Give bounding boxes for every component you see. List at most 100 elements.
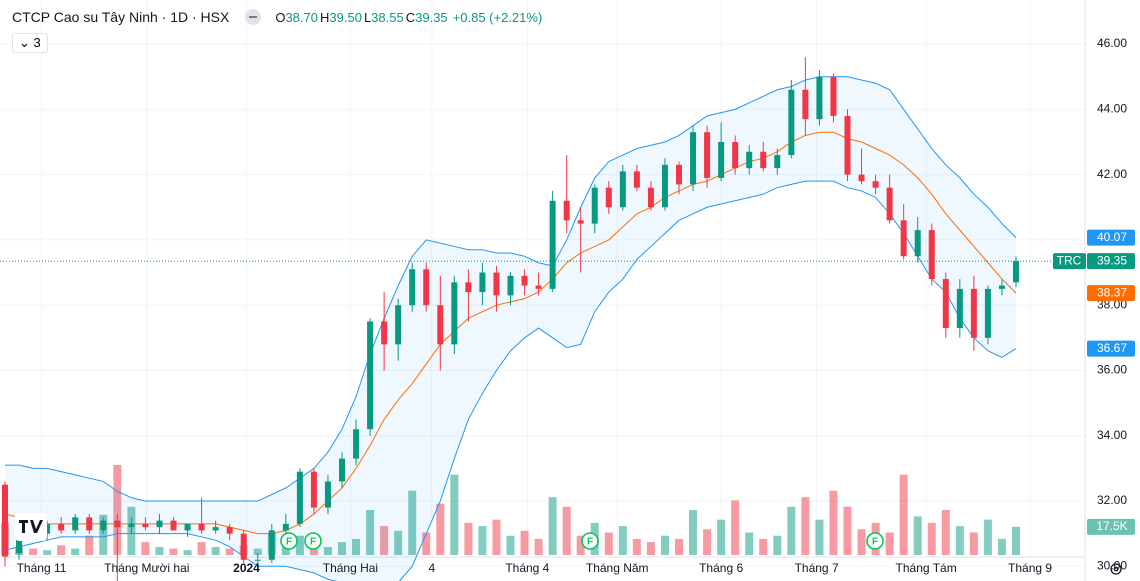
volume-bar bbox=[941, 510, 950, 555]
candle-body bbox=[142, 523, 149, 528]
x-tick-label: Tháng 11 bbox=[17, 561, 67, 575]
y-tick-label: 36.00 bbox=[1097, 363, 1127, 377]
candle-body bbox=[409, 269, 416, 306]
candle-body bbox=[353, 429, 360, 459]
volume-bar bbox=[955, 526, 964, 555]
volume-bar bbox=[225, 548, 234, 555]
y-tick-label: 46.00 bbox=[1097, 36, 1127, 50]
volume-bar bbox=[927, 522, 936, 555]
candle-body bbox=[114, 520, 121, 528]
volume-bar bbox=[899, 474, 908, 555]
volume-bar bbox=[604, 532, 613, 555]
candle-body bbox=[760, 151, 767, 169]
candle-body bbox=[198, 523, 205, 531]
candle-body bbox=[844, 115, 851, 175]
band-fill bbox=[5, 76, 1016, 581]
candle-body bbox=[395, 305, 402, 345]
ohlc-values: O38.70 H39.50 L38.55 C39.35 bbox=[273, 9, 447, 25]
volume-bar bbox=[43, 550, 52, 555]
basis-label-bg bbox=[1087, 285, 1135, 302]
candle-body bbox=[437, 305, 444, 345]
volume-bar bbox=[155, 546, 164, 555]
candle-body bbox=[619, 171, 626, 208]
change: +0.85 (+2.21%) bbox=[452, 9, 543, 25]
settings-icon[interactable] bbox=[1110, 563, 1122, 575]
candle-body bbox=[268, 530, 275, 560]
x-tick-label: Tháng Tám bbox=[896, 561, 957, 575]
volume-bar bbox=[534, 538, 543, 555]
upper-band-label-bg bbox=[1087, 229, 1135, 246]
candle-body bbox=[633, 171, 640, 188]
candle-body bbox=[507, 275, 514, 296]
volume-bar bbox=[885, 532, 894, 555]
ohlc-key: C bbox=[405, 10, 416, 25]
event-marker[interactable]: F bbox=[304, 532, 322, 550]
volume-bar bbox=[436, 503, 445, 555]
x-tick-label: Tháng 4 bbox=[505, 561, 549, 575]
candle-body bbox=[451, 282, 458, 345]
volume-bar bbox=[253, 548, 262, 555]
event-label: F bbox=[872, 537, 878, 548]
x-tick-label: Tháng Hai bbox=[323, 561, 378, 575]
volume-bar bbox=[394, 530, 403, 555]
candle-body bbox=[339, 458, 345, 482]
candle-body bbox=[156, 520, 163, 528]
volume-bar bbox=[211, 546, 220, 555]
volume-bar bbox=[745, 532, 754, 555]
event-marker[interactable]: F bbox=[581, 532, 599, 550]
candle-body bbox=[577, 220, 584, 224]
x-tick-label: Tháng Năm bbox=[586, 561, 649, 575]
ohlc-value: 39.50 bbox=[329, 10, 362, 25]
chart-title: CTCP Cao su Tây Ninh · 1D · HSX bbox=[12, 9, 230, 25]
volume-bar bbox=[913, 516, 922, 555]
ohlc-value: 38.70 bbox=[285, 10, 318, 25]
candle-body bbox=[816, 76, 823, 120]
volume-bar bbox=[408, 490, 417, 555]
collapse-button[interactable] bbox=[245, 9, 262, 25]
volume-label-bg bbox=[1087, 518, 1135, 535]
x-tick-label: 2024 bbox=[233, 561, 260, 575]
candle-body bbox=[928, 230, 935, 280]
volume-bar bbox=[843, 506, 852, 555]
volume-bar bbox=[422, 532, 431, 555]
volume-bar bbox=[717, 519, 726, 555]
bollinger-bands bbox=[4, 76, 1017, 581]
symbol-badge: TRC bbox=[1057, 253, 1082, 267]
volume-bar bbox=[478, 526, 487, 555]
candle-body bbox=[367, 321, 374, 430]
candle-body bbox=[970, 288, 977, 338]
volume-bar bbox=[197, 542, 206, 555]
volume-bar bbox=[506, 535, 515, 555]
candle-body bbox=[998, 285, 1005, 289]
volume-bar bbox=[646, 542, 655, 555]
indicator-toggle[interactable]: ⌄ 3 bbox=[12, 33, 48, 53]
candle-body bbox=[128, 523, 135, 528]
volume-bar bbox=[492, 519, 501, 555]
candle-body bbox=[535, 285, 542, 289]
candle-body bbox=[521, 275, 528, 286]
candle-body bbox=[830, 76, 837, 116]
candle-body bbox=[886, 187, 893, 221]
x-tick-label: Tháng 9 bbox=[1008, 561, 1052, 575]
event-marker[interactable]: F bbox=[280, 532, 298, 550]
candle-body bbox=[493, 272, 500, 296]
candle-body bbox=[676, 164, 682, 185]
basis-label: 38.37 bbox=[1097, 285, 1127, 299]
candle-body bbox=[872, 181, 879, 188]
volume-bar bbox=[99, 514, 108, 555]
candle-body bbox=[942, 279, 949, 329]
band-upper bbox=[5, 76, 1017, 502]
volume-bar bbox=[141, 542, 150, 555]
volume-bar bbox=[632, 538, 641, 555]
tv-logo bbox=[15, 513, 47, 541]
volume-bar bbox=[450, 474, 459, 555]
volume-bar bbox=[520, 530, 529, 555]
volume-bar bbox=[969, 532, 978, 555]
event-marker[interactable]: F bbox=[866, 532, 884, 550]
band-lower bbox=[4, 180, 1017, 581]
volume-bar bbox=[689, 510, 698, 555]
candle-body bbox=[479, 272, 486, 293]
candle-body bbox=[591, 187, 598, 224]
